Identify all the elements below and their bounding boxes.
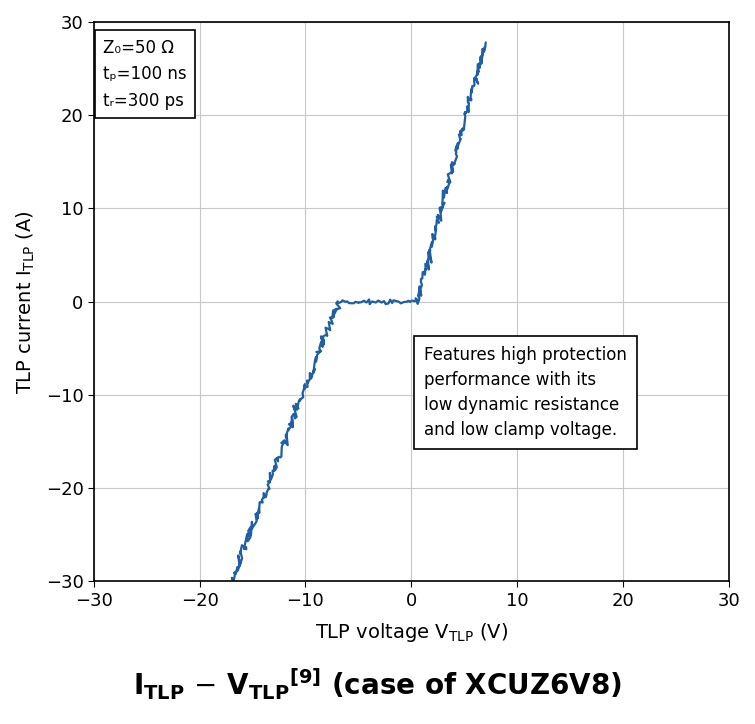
Y-axis label: TLP current $\mathregular{I_{TLP}}$ (A): TLP current $\mathregular{I_{TLP}}$ (A): [15, 210, 37, 394]
Text: Z₀=50 Ω
tₚ=100 ns
tᵣ=300 ps: Z₀=50 Ω tₚ=100 ns tᵣ=300 ps: [103, 39, 187, 109]
Text: Features high protection
performance with its
low dynamic resistance
and low cla: Features high protection performance wit…: [424, 346, 627, 439]
X-axis label: TLP voltage $\mathregular{V_{TLP}}$ (V): TLP voltage $\mathregular{V_{TLP}}$ (V): [315, 621, 508, 644]
Text: $\mathbf{I_{TLP}}$ $-$ $\mathbf{V_{TLP}}^{\mathbf{[9]}}$ (case of XCUZ6V8): $\mathbf{I_{TLP}}$ $-$ $\mathbf{V_{TLP}}…: [133, 667, 622, 702]
